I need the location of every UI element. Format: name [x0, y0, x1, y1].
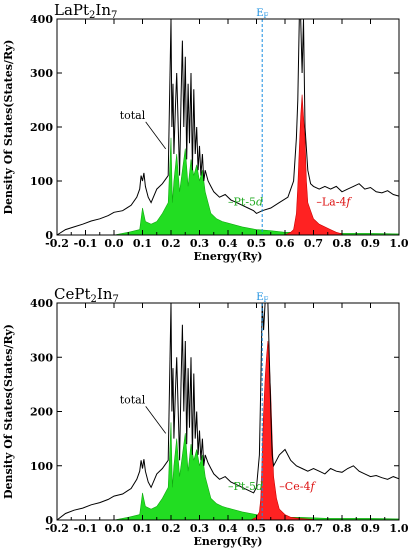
fermi-label: EF [256, 292, 268, 304]
y-tick-label: 200 [30, 121, 53, 134]
series-pt5d-area [113, 137, 400, 236]
x-tick-label: 0.6 [275, 522, 294, 535]
x-tick-label: -0.1 [74, 522, 98, 535]
x-tick-label: 0.2 [161, 522, 180, 535]
y-tick-label: 400 [30, 13, 53, 26]
x-tick-label: -0.2 [45, 237, 69, 250]
annotation-total: total [120, 109, 146, 122]
x-tick-label: 0.9 [361, 522, 380, 535]
y-tick-label: 100 [30, 175, 53, 188]
x-tick-label: 0.1 [133, 522, 152, 535]
y-tick-label: 100 [30, 460, 53, 473]
x-tick-label: -0.2 [45, 522, 69, 535]
x-tick-label: 0.6 [275, 237, 294, 250]
series-total-line [56, 18, 400, 236]
y-tick-label: 300 [30, 67, 53, 80]
x-tick-label: 0.5 [247, 522, 266, 535]
y-tick-label: 0 [45, 229, 53, 242]
x-tick-label: 0.1 [133, 237, 152, 250]
x-tick-label: 1.0 [389, 237, 408, 250]
y-tick-label: 400 [30, 297, 53, 310]
y-tick-label: 200 [30, 406, 53, 419]
annotation-pt5d: –Pt-5d [228, 195, 263, 208]
annotation-leader [145, 406, 167, 434]
annotation-f: –La-4f [316, 195, 352, 208]
series-pt5d-area [113, 422, 400, 521]
series-total-line [56, 302, 400, 521]
panel-title: LaPt2In7 [54, 1, 117, 21]
x-tick-label: 0.5 [247, 237, 266, 250]
x-tick-label: 0.9 [361, 237, 380, 250]
fermi-label: EF [256, 8, 268, 20]
annotation-pt5d: –Pt-5d [228, 480, 263, 493]
x-tick-label: 1.0 [389, 522, 408, 535]
x-tick-label: 0.8 [332, 237, 351, 250]
x-tick-label: 0.2 [161, 237, 180, 250]
x-tick-label: 0.7 [304, 522, 323, 535]
annotation-f: –Ce-4f [279, 480, 316, 493]
x-tick-label: -0.1 [74, 237, 98, 250]
y-tick-label: 300 [30, 351, 53, 364]
y-axis-title: Density Of States(States/Ry) [2, 324, 15, 499]
x-axis-title: Energy(Ry) [193, 535, 262, 548]
chart-panel-1: EF -0.2 -0.1 0.0 0.1 0.2 0.3 0.4 0.5 0.6 0.7 0.8 0.9… [2, 285, 409, 548]
chart-panel-0: EF -0.2 -0.1 0.0 0.1 0.2 0.3 0.4 0.5 0.6 0.7 0.8 0.9… [2, 1, 409, 263]
y-axis-title: Density Of States(States/Ry) [2, 40, 15, 215]
y-tick-label: 0 [45, 514, 53, 527]
annotation-total: total [120, 393, 146, 406]
x-axis-title: Energy(Ry) [193, 250, 262, 263]
x-tick-label: 0.7 [304, 237, 323, 250]
x-tick-label: 0.0 [104, 237, 123, 250]
x-tick-label: 0.0 [104, 522, 123, 535]
annotation-leader [145, 121, 167, 150]
x-tick-label: 0.3 [190, 237, 209, 250]
x-tick-label: 0.8 [332, 522, 351, 535]
x-tick-label: 0.4 [218, 522, 237, 535]
panel-title: CePt2In7 [54, 285, 119, 305]
x-tick-label: 0.3 [190, 522, 209, 535]
x-tick-label: 0.4 [218, 237, 237, 250]
series-4f-area [284, 94, 343, 236]
